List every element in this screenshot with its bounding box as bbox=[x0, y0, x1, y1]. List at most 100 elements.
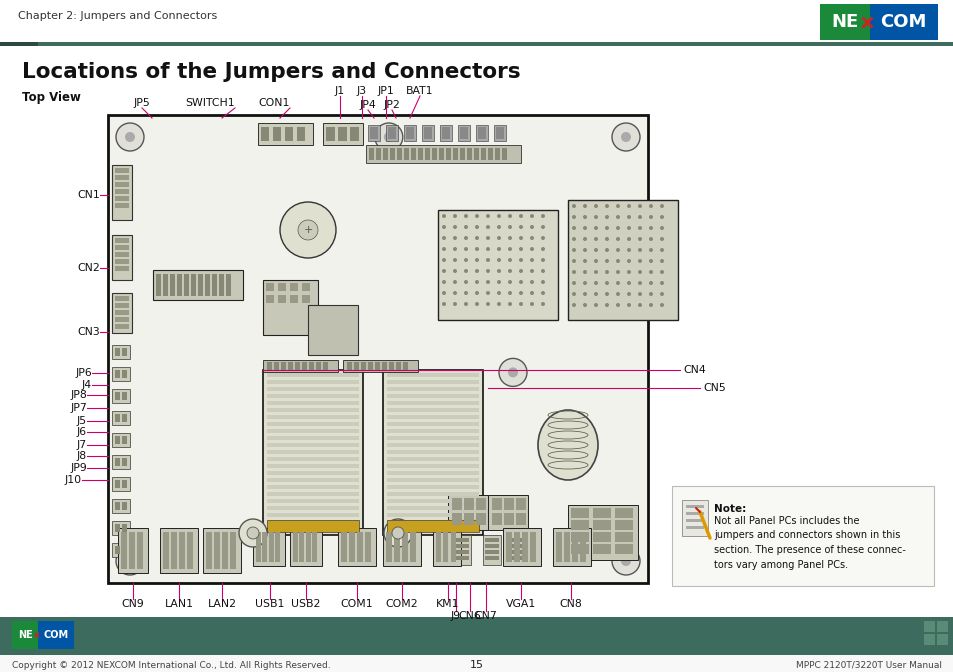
Bar bbox=[450, 532, 456, 562]
Circle shape bbox=[594, 248, 598, 252]
Circle shape bbox=[463, 258, 468, 262]
Bar bbox=[502, 528, 540, 566]
Text: J6: J6 bbox=[77, 427, 87, 437]
Bar bbox=[503, 513, 514, 525]
Bar bbox=[516, 513, 525, 525]
Circle shape bbox=[626, 292, 630, 296]
Circle shape bbox=[659, 204, 663, 208]
Text: Not all Panel PCs includes the: Not all Panel PCs includes the bbox=[713, 516, 859, 526]
Circle shape bbox=[612, 123, 639, 151]
Circle shape bbox=[125, 132, 135, 142]
Bar bbox=[288, 362, 293, 370]
Bar bbox=[112, 367, 130, 381]
Circle shape bbox=[475, 280, 478, 284]
Circle shape bbox=[453, 269, 456, 273]
Text: Locations of the Jumpers and Connectors: Locations of the Jumpers and Connectors bbox=[22, 62, 520, 82]
Text: NE: NE bbox=[830, 13, 858, 31]
Bar bbox=[12, 621, 38, 649]
Bar bbox=[115, 189, 129, 194]
Text: JP5: JP5 bbox=[133, 98, 151, 108]
Text: LAN1: LAN1 bbox=[164, 599, 193, 609]
Circle shape bbox=[540, 269, 544, 273]
Circle shape bbox=[530, 247, 534, 251]
Circle shape bbox=[648, 248, 652, 252]
Text: Chapter 2: Jumpers and Connectors: Chapter 2: Jumpers and Connectors bbox=[18, 11, 217, 21]
Bar bbox=[177, 274, 182, 296]
Circle shape bbox=[659, 303, 663, 307]
Bar bbox=[343, 360, 417, 372]
Bar bbox=[453, 148, 457, 160]
Bar bbox=[115, 310, 129, 315]
Bar bbox=[337, 528, 375, 566]
Bar bbox=[290, 528, 322, 566]
Bar bbox=[115, 196, 129, 201]
Text: J1: J1 bbox=[335, 86, 345, 96]
Circle shape bbox=[475, 225, 478, 229]
Bar bbox=[381, 362, 387, 370]
Bar bbox=[0, 617, 953, 655]
Bar bbox=[387, 373, 478, 377]
Bar bbox=[137, 532, 142, 569]
Circle shape bbox=[594, 237, 598, 241]
Circle shape bbox=[626, 248, 630, 252]
Bar bbox=[115, 317, 129, 322]
Bar bbox=[205, 274, 210, 296]
Circle shape bbox=[507, 302, 512, 306]
Bar bbox=[396, 148, 401, 160]
Bar bbox=[496, 127, 503, 139]
Circle shape bbox=[453, 258, 456, 262]
Circle shape bbox=[604, 237, 608, 241]
Bar bbox=[302, 295, 310, 303]
Bar bbox=[410, 532, 416, 562]
Bar bbox=[267, 415, 358, 419]
Bar bbox=[203, 528, 241, 573]
Bar bbox=[266, 295, 274, 303]
Circle shape bbox=[594, 226, 598, 230]
Bar bbox=[436, 532, 440, 562]
Text: CN1: CN1 bbox=[77, 190, 100, 200]
Bar bbox=[267, 485, 358, 489]
Bar bbox=[293, 532, 297, 562]
Bar bbox=[267, 464, 358, 468]
Bar bbox=[277, 295, 286, 303]
Circle shape bbox=[485, 291, 490, 295]
Bar bbox=[115, 436, 120, 444]
Bar bbox=[492, 498, 501, 510]
Circle shape bbox=[497, 214, 500, 218]
Bar bbox=[267, 408, 358, 412]
Circle shape bbox=[383, 132, 394, 142]
Circle shape bbox=[638, 237, 641, 241]
Bar bbox=[108, 115, 647, 583]
Bar bbox=[571, 508, 588, 518]
Bar bbox=[112, 477, 130, 491]
Circle shape bbox=[518, 236, 522, 240]
Circle shape bbox=[125, 556, 135, 566]
Bar bbox=[337, 127, 347, 141]
Circle shape bbox=[594, 259, 598, 263]
Bar bbox=[553, 528, 590, 566]
Text: COM2: COM2 bbox=[385, 599, 417, 609]
Circle shape bbox=[485, 236, 490, 240]
Bar bbox=[222, 532, 228, 569]
Bar bbox=[262, 532, 267, 562]
Bar bbox=[424, 148, 430, 160]
Bar bbox=[459, 127, 468, 139]
Text: J8: J8 bbox=[77, 451, 87, 461]
Bar bbox=[474, 148, 478, 160]
Bar bbox=[290, 283, 297, 291]
Circle shape bbox=[540, 225, 544, 229]
Bar bbox=[514, 532, 519, 562]
Circle shape bbox=[604, 215, 608, 219]
Text: CN5: CN5 bbox=[702, 383, 725, 393]
Bar bbox=[394, 532, 399, 562]
Bar bbox=[387, 492, 478, 496]
Bar bbox=[507, 535, 525, 565]
Circle shape bbox=[620, 556, 630, 566]
Bar bbox=[387, 478, 478, 482]
Circle shape bbox=[540, 280, 544, 284]
Circle shape bbox=[626, 237, 630, 241]
Bar bbox=[387, 436, 478, 440]
Bar bbox=[115, 175, 129, 180]
Circle shape bbox=[616, 215, 619, 219]
Bar bbox=[387, 450, 478, 454]
